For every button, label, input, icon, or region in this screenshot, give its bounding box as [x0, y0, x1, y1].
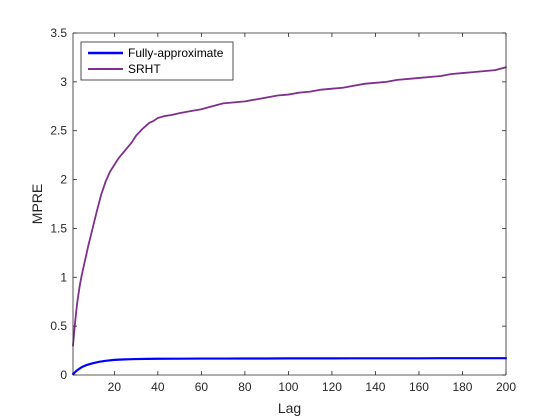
x-axis-label: Lag: [278, 400, 301, 416]
y-tick-label: 3.5: [50, 26, 67, 40]
legend-label-srht: SRHT: [128, 62, 161, 76]
x-tick-label: 80: [238, 380, 252, 394]
axes-layer: [72, 32, 507, 376]
x-tick-label: 100: [278, 380, 298, 394]
plot-background: [73, 33, 506, 375]
legend: Fully-approximate SRHT: [80, 41, 234, 81]
plot-area: [73, 33, 506, 375]
series-line-fully-approximate: [71, 357, 508, 376]
x-tick-label: 60: [195, 380, 209, 394]
y-tick-label: 1.5: [50, 221, 67, 235]
x-tick-label: 20: [108, 380, 122, 394]
ticks-layer: 20 40 60 80 100 120 140 160 180 200 0 0.5 1 1.5 2 2.5 3 3…: [50, 26, 516, 394]
y-tick-label: 3: [60, 75, 67, 89]
legend-box: [80, 41, 234, 81]
y-tick-label: 0.5: [50, 319, 67, 333]
x-tick-label: 140: [365, 380, 385, 394]
y-tick-label: 0: [60, 368, 67, 382]
x-tick-label: 180: [452, 380, 472, 394]
y-tick-label: 2.5: [50, 124, 67, 138]
x-tick-label: 40: [151, 380, 165, 394]
x-tick-label: 200: [496, 380, 516, 394]
y-axis-label: MPRE: [29, 184, 45, 224]
axis-labels-layer: Lag MPRE: [29, 184, 301, 416]
series-line-srht: [72, 66, 507, 347]
y-tick-label: 1: [60, 270, 67, 284]
y-tick-label: 2: [60, 173, 67, 187]
series-layer: [71, 66, 508, 376]
x-tick-label: 120: [322, 380, 342, 394]
x-tick-label: 160: [409, 380, 429, 394]
legend-label-fully-approximate: Fully-approximate: [128, 46, 224, 60]
